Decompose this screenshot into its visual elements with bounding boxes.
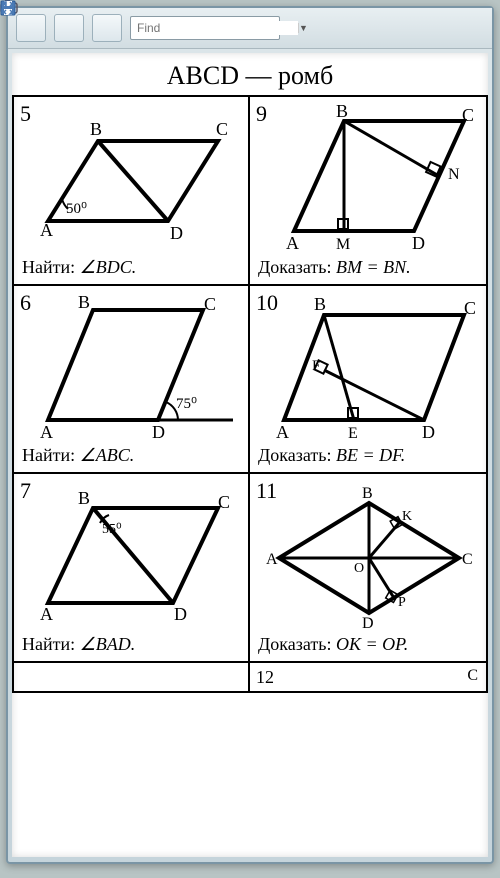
document-content: ABCD — ромб 5 A B C D 50⁰ bbox=[12, 53, 488, 857]
label-M: M bbox=[336, 236, 350, 251]
caption-7: Найти: ∠BAD. bbox=[18, 632, 244, 657]
toolbar: ▼ bbox=[8, 8, 492, 49]
expand-icon bbox=[0, 0, 16, 16]
diagram-10: B C F A E D bbox=[254, 290, 482, 444]
caption-11: Доказать: OK = OP. bbox=[254, 632, 482, 657]
label-B: B bbox=[78, 488, 90, 508]
problem-10: 10 B C F A E D bbox=[250, 286, 488, 475]
label-C: C bbox=[218, 492, 230, 512]
caption-10: Доказать: BE = DF. bbox=[254, 443, 482, 468]
label-C: C bbox=[462, 551, 473, 568]
find-dropdown[interactable]: ▼ bbox=[298, 23, 308, 33]
label-B: B bbox=[314, 294, 326, 314]
label-D: D bbox=[412, 233, 425, 251]
find-input[interactable] bbox=[131, 21, 298, 35]
label-C: C bbox=[204, 294, 216, 314]
diagram-11: A B C D O K P bbox=[254, 478, 482, 632]
diagram-7: B C A D 55⁰ bbox=[18, 478, 244, 632]
label-B: B bbox=[336, 101, 348, 121]
problem-11: 11 A B C D O K bbox=[250, 474, 488, 663]
label-C: C bbox=[467, 667, 478, 685]
caption-9: Доказать: BM = BN. bbox=[254, 255, 482, 280]
label-B: B bbox=[362, 485, 373, 502]
find-container: ▼ bbox=[130, 16, 280, 40]
label-A: A bbox=[286, 233, 299, 251]
label-A: A bbox=[266, 551, 278, 568]
problem-9: 9 B C N A M D bbox=[250, 97, 488, 286]
problem-12-partial: 12 C bbox=[250, 663, 488, 693]
page-title: ABCD — ромб bbox=[12, 53, 488, 95]
caption-6: Найти: ∠ABC. bbox=[18, 443, 244, 468]
label-N: N bbox=[448, 166, 460, 183]
label-A: A bbox=[276, 422, 289, 440]
label-C: C bbox=[462, 105, 474, 125]
diagram-6: B C A D 75⁰ bbox=[18, 290, 244, 444]
diagram-9: B C N A M D bbox=[254, 101, 482, 255]
label-angle: 55⁰ bbox=[102, 522, 122, 537]
label-B: B bbox=[78, 292, 90, 312]
label-O: O bbox=[354, 561, 364, 576]
camera-button[interactable] bbox=[16, 14, 46, 42]
label-A: A bbox=[40, 604, 53, 624]
problem-6: 6 B C A D 75⁰ Найти: ∠ABC. bbox=[12, 286, 250, 475]
label-D: D bbox=[422, 422, 435, 440]
label-angle: 75⁰ bbox=[176, 396, 197, 412]
save-button[interactable] bbox=[54, 14, 84, 42]
problem-number: 12 bbox=[256, 667, 274, 688]
label-D: D bbox=[362, 615, 374, 628]
problem-7: 7 B C A D 55⁰ Найти: ∠BAD. bbox=[12, 474, 250, 663]
label-A: A bbox=[40, 422, 53, 440]
label-E: E bbox=[348, 425, 358, 440]
label-A: A bbox=[40, 220, 53, 240]
label-D: D bbox=[170, 223, 183, 243]
label-C: C bbox=[216, 119, 228, 139]
label-D: D bbox=[152, 422, 165, 440]
label-angle: 50⁰ bbox=[66, 201, 87, 217]
label-C: C bbox=[464, 298, 476, 318]
label-B: B bbox=[90, 119, 102, 139]
label-K: K bbox=[402, 509, 412, 524]
problem-5: 5 A B C D 50⁰ Найти: ∠BDC. bbox=[12, 97, 250, 286]
label-F: F bbox=[312, 358, 320, 374]
expand-button[interactable] bbox=[92, 14, 122, 42]
label-P: P bbox=[398, 595, 406, 610]
app-window: ▼ ABCD — ромб 5 A B C D 50⁰ bbox=[6, 6, 494, 864]
problem-grid: 5 A B C D 50⁰ Найти: ∠BDC. bbox=[12, 95, 488, 851]
caption-5: Найти: ∠BDC. bbox=[18, 255, 244, 280]
label-D: D bbox=[174, 604, 187, 624]
diagram-5: A B C D 50⁰ bbox=[18, 101, 244, 255]
problem-8-partial bbox=[12, 663, 250, 693]
